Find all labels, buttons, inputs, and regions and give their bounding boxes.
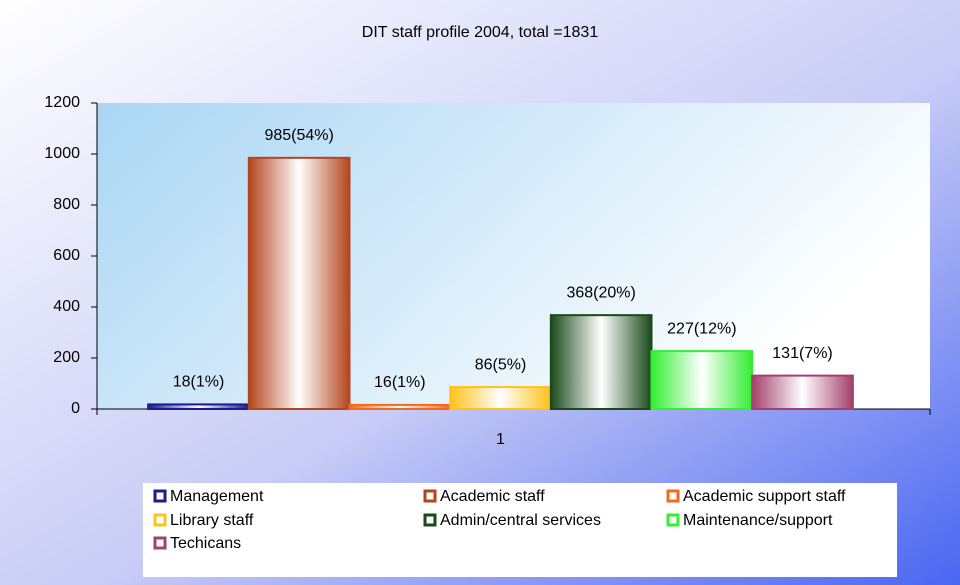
y-tick-label: 400	[53, 298, 80, 315]
value-label: 16(1%)	[374, 374, 426, 391]
legend-label: Library staff	[170, 512, 254, 529]
value-label: 18(1%)	[173, 374, 225, 391]
legend-label: Admin/central services	[440, 512, 601, 529]
legend-swatch	[423, 489, 437, 503]
legend-label: Techicans	[170, 535, 241, 552]
legend-swatch	[153, 489, 167, 503]
legend-label: Academic staff	[440, 488, 545, 505]
bar	[449, 386, 552, 411]
x-tick-label: 1	[496, 431, 505, 448]
value-label: 368(20%)	[566, 284, 635, 301]
legend-label: Management	[170, 488, 264, 505]
y-tick-label: 200	[53, 349, 80, 366]
bar	[147, 403, 250, 411]
legend-label: Academic support staff	[683, 488, 846, 505]
y-tick-label: 0	[71, 400, 80, 417]
value-label: 227(12%)	[667, 320, 736, 337]
bar	[751, 374, 854, 410]
y-tick-label: 1200	[44, 94, 80, 111]
bar	[247, 156, 351, 410]
plot-area	[97, 103, 930, 409]
legend-label: Maintenance/support	[683, 512, 833, 529]
y-tick-label: 600	[53, 247, 80, 264]
legend-swatch	[666, 513, 680, 527]
legend-swatch	[153, 536, 167, 550]
legend-box	[143, 483, 897, 577]
chart-title: DIT staff profile 2004, total =1831	[362, 24, 599, 41]
bar	[348, 403, 452, 411]
legend-swatch	[153, 513, 167, 527]
y-tick-label: 1000	[44, 145, 80, 162]
value-label: 86(5%)	[475, 356, 527, 373]
legend-swatch	[423, 513, 437, 527]
value-label: 985(54%)	[264, 127, 333, 144]
legend-swatch	[666, 489, 680, 503]
bar	[549, 314, 653, 410]
y-tick-label: 800	[53, 196, 80, 213]
bar	[650, 350, 754, 410]
value-label: 131(7%)	[772, 345, 832, 362]
